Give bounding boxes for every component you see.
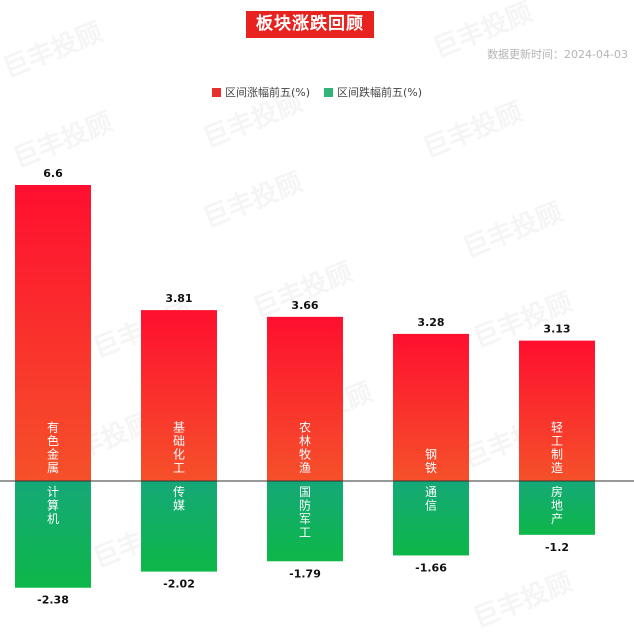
fall-category-label-char: 房: [551, 484, 563, 499]
update-time: 数据更新时间：2024-04-03: [487, 48, 628, 61]
legend-swatch-fall: [324, 87, 333, 97]
fall-category-label-char: 传: [173, 484, 185, 499]
rise-value-label: 3.66: [291, 299, 318, 312]
rise-category-label-char: 工: [173, 461, 185, 475]
rise-bar[interactable]: [141, 310, 217, 481]
fall-category-label-char: 国: [299, 485, 311, 499]
rise-category-label-char: 有: [47, 421, 59, 435]
fall-bar[interactable]: [141, 481, 217, 572]
rise-category-label-char: 化: [173, 448, 185, 462]
rise-category-label-char: 制: [551, 448, 563, 462]
rise-category-label-char: 属: [47, 461, 59, 475]
fall-bar[interactable]: [393, 481, 469, 556]
chart-title: 板块涨跌回顾: [246, 11, 374, 38]
fall-value-label: -1.79: [289, 567, 321, 580]
rise-category-label-char: 础: [173, 434, 185, 448]
legend-swatch-rise: [211, 87, 221, 97]
rise-category-label-char: 金: [47, 447, 59, 462]
rise-category-label-char: 色: [47, 434, 59, 448]
fall-value-label: -2.02: [163, 578, 195, 591]
fall-category-label: 传媒: [173, 484, 185, 513]
fall-value-label: -2.38: [37, 594, 69, 607]
rise-category-label-char: 林: [299, 434, 311, 448]
rise-value-label: 6.6: [43, 167, 63, 180]
rise-bar[interactable]: [267, 316, 343, 481]
fall-bar[interactable]: [15, 481, 91, 588]
rise-bar[interactable]: [519, 340, 595, 481]
fall-value-label: -1.66: [415, 561, 447, 574]
rise-category-label-char: 造: [551, 461, 563, 475]
legend-item-fall[interactable]: 区间跌幅前五(%): [324, 84, 422, 100]
rise-value-label: 3.81: [165, 292, 192, 305]
fall-category-label-char: 地: [551, 499, 563, 513]
fall-category-label: 房地产: [551, 484, 563, 526]
fall-category-label-char: 计: [47, 485, 59, 499]
fall-category-label-char: 媒: [173, 499, 185, 513]
fall-category-label-char: 通: [425, 485, 437, 499]
rise-category-label-char: 基: [173, 421, 185, 435]
fall-category-label: 计算机: [47, 485, 59, 526]
fall-category-label-char: 防: [299, 498, 311, 513]
rise-category-label-char: 牧: [299, 448, 311, 462]
fall-category-label-char: 工: [299, 526, 311, 540]
fall-category-label-char: 算: [47, 498, 59, 513]
rise-category-label: 钢铁: [425, 448, 437, 476]
rise-category-label-char: 钢: [425, 448, 437, 462]
fall-category-label-char: 信: [425, 499, 437, 513]
legend: 区间涨幅前五(%) 区间跌幅前五(%): [0, 84, 634, 100]
rise-category-label-char: 农: [299, 421, 311, 435]
rise-bar[interactable]: [393, 333, 469, 481]
legend-label-rise: 区间涨幅前五(%): [224, 86, 310, 99]
rise-category-label-char: 工: [551, 434, 563, 448]
fall-category-label: 通信: [425, 485, 437, 513]
rise-value-label: 3.13: [543, 323, 570, 336]
rise-value-label: 3.28: [417, 316, 444, 329]
fall-category-label-char: 机: [47, 512, 59, 526]
fall-category-label-char: 军: [299, 512, 311, 526]
rise-category-label-char: 轻: [551, 421, 563, 435]
rise-bar[interactable]: [15, 184, 91, 482]
legend-item-rise[interactable]: 区间涨幅前五(%): [211, 84, 310, 100]
fall-value-label: -1.2: [545, 541, 569, 554]
rise-category-label-char: 铁: [425, 461, 437, 475]
rise-category-label-char: 渔: [299, 461, 311, 475]
fall-bar[interactable]: [267, 481, 343, 562]
fall-category-label-char: 产: [551, 512, 563, 526]
legend-label-fall: 区间跌幅前五(%): [337, 86, 423, 99]
fall-bar[interactable]: [519, 481, 595, 535]
